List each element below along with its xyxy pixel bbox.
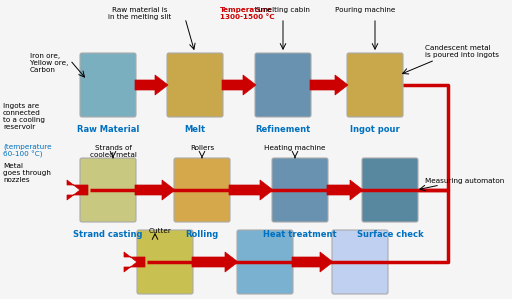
FancyBboxPatch shape [255, 53, 311, 117]
Text: Smelting cabin: Smelting cabin [256, 7, 310, 13]
Text: Iron ore,
Yellow ore,
Carbon: Iron ore, Yellow ore, Carbon [30, 53, 69, 73]
FancyBboxPatch shape [80, 158, 136, 222]
Text: Raw Material: Raw Material [77, 125, 139, 134]
Text: Cutter: Cutter [148, 228, 172, 234]
Text: Melt: Melt [184, 125, 205, 134]
Text: Temperature
1300-1500 °C: Temperature 1300-1500 °C [220, 7, 274, 20]
Text: Strands of
cooled metal: Strands of cooled metal [90, 145, 136, 158]
FancyBboxPatch shape [137, 230, 193, 294]
Text: Rolling: Rolling [185, 230, 219, 239]
Polygon shape [229, 180, 273, 200]
FancyBboxPatch shape [347, 53, 403, 117]
Polygon shape [310, 75, 348, 95]
FancyBboxPatch shape [80, 53, 136, 117]
Polygon shape [124, 252, 145, 272]
Polygon shape [222, 75, 256, 95]
FancyBboxPatch shape [272, 158, 328, 222]
Text: Candescent metal
is poured into ingots: Candescent metal is poured into ingots [425, 45, 499, 58]
Polygon shape [192, 252, 238, 272]
Polygon shape [135, 75, 168, 95]
Polygon shape [292, 252, 333, 272]
Text: Heat treatment: Heat treatment [263, 230, 337, 239]
Text: Surface check: Surface check [357, 230, 423, 239]
FancyBboxPatch shape [332, 230, 388, 294]
Polygon shape [135, 180, 175, 200]
FancyBboxPatch shape [174, 158, 230, 222]
Text: Rollers: Rollers [190, 145, 214, 151]
Text: Strand casting: Strand casting [73, 230, 143, 239]
Text: Pouring machine: Pouring machine [335, 7, 395, 13]
Text: Measuring automaton: Measuring automaton [425, 178, 504, 184]
FancyBboxPatch shape [167, 53, 223, 117]
Text: (temperature
60-100 °C): (temperature 60-100 °C) [3, 143, 52, 158]
Text: Heating machine: Heating machine [264, 145, 326, 151]
Text: Raw material is
in the melting slit: Raw material is in the melting slit [109, 7, 172, 20]
Text: Metal
goes through
nozzles: Metal goes through nozzles [3, 163, 51, 183]
Polygon shape [67, 180, 88, 200]
Text: Refinement: Refinement [255, 125, 311, 134]
FancyBboxPatch shape [362, 158, 418, 222]
Text: Ingot pour: Ingot pour [350, 125, 400, 134]
FancyBboxPatch shape [237, 230, 293, 294]
Text: Ingots are
connected
to a cooling
reservoir: Ingots are connected to a cooling reserv… [3, 103, 45, 130]
Polygon shape [327, 180, 363, 200]
